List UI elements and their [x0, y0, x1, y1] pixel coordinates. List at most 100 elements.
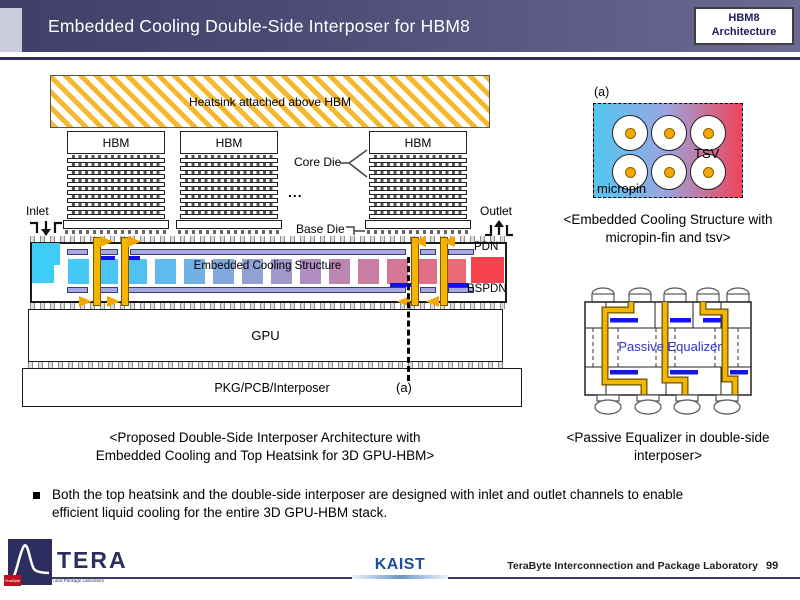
- pdn-bar: [99, 249, 118, 255]
- lab-name: TeraByte Interconnection and Package Lab…: [507, 560, 758, 572]
- cooling-block: [184, 259, 205, 284]
- hbm-label-box: HBM: [180, 131, 278, 154]
- banner-divider: [0, 57, 800, 60]
- inlet-arrow-icon: [30, 221, 62, 236]
- coolant-channel: [440, 237, 448, 306]
- hbm-stack: HBM: [365, 131, 471, 241]
- core-die: [369, 206, 467, 211]
- tera-wordmark: TERA: [57, 547, 128, 573]
- microbump-row: [72, 195, 160, 198]
- flow-arrow: [100, 236, 113, 247]
- tsv-label: TSV: [694, 146, 720, 161]
- core-die: [369, 198, 467, 203]
- base-die: [365, 220, 471, 229]
- ellipsis-label: ...: [288, 184, 303, 200]
- core-die: [180, 158, 278, 163]
- equalizer-bar: [447, 283, 468, 287]
- tsv-dot: [663, 166, 675, 178]
- base-die: [63, 220, 169, 229]
- core-die: [67, 198, 165, 203]
- core-die: [67, 190, 165, 195]
- coolant-channel: [411, 237, 419, 306]
- microbump-row: [72, 171, 160, 174]
- micropin-label: micropin: [597, 181, 647, 196]
- core-die: [369, 182, 467, 187]
- pdn-bar: [67, 249, 88, 255]
- core-die-label: Core Die: [294, 155, 342, 169]
- tsv-dot: [624, 127, 636, 139]
- microbump-row: [185, 163, 273, 166]
- microbump-row: [185, 211, 273, 214]
- core-die: [67, 158, 165, 163]
- core-die: [180, 190, 278, 195]
- cooling-block: [242, 259, 263, 284]
- hbm-stack: HBM: [176, 131, 282, 241]
- microbump-row: [367, 230, 469, 234]
- microbump-row: [374, 179, 462, 182]
- microbump-row: [374, 163, 462, 166]
- inlet-plenum: [32, 265, 54, 283]
- microbump-row: [374, 155, 462, 158]
- flow-arrow: [79, 296, 92, 307]
- core-die: [180, 214, 278, 219]
- core-die: [67, 174, 165, 179]
- core-die: [369, 166, 467, 171]
- core-die: [369, 214, 467, 219]
- microbump-row: [374, 203, 462, 206]
- core-die: [67, 214, 165, 219]
- title-banner: [0, 0, 800, 52]
- coolant-channel: [93, 237, 101, 306]
- microbump-row: [374, 195, 462, 198]
- core-die: [67, 182, 165, 187]
- hbm-label-box: HBM: [67, 131, 165, 154]
- flow-arrow: [107, 296, 120, 307]
- cooling-block: [445, 259, 466, 284]
- pdn-bar: [130, 249, 406, 255]
- flow-arrow: [442, 236, 455, 247]
- tsv-dot: [702, 127, 714, 139]
- microbump-row: [72, 163, 160, 166]
- gpu-box: GPU: [28, 309, 503, 362]
- core-die: [369, 174, 467, 179]
- micropin-fin: [651, 115, 687, 151]
- coolant-channel: [121, 237, 129, 306]
- core-die: [369, 158, 467, 163]
- microbump-row: [72, 203, 160, 206]
- tera-subtext: Interconnection and Package Laboratory: [23, 578, 105, 583]
- section-cut-line: [407, 257, 410, 381]
- banner-accent-square: [0, 8, 22, 52]
- heatsink-label: Heatsink attached above HBM: [188, 94, 352, 109]
- cooling-block: [300, 259, 321, 284]
- microbump-row: [65, 230, 167, 234]
- core-die: [369, 190, 467, 195]
- microbump-row: [72, 211, 160, 214]
- flow-arrow: [413, 236, 426, 247]
- pdn-label: PDN: [474, 241, 499, 253]
- microbump-row: [374, 211, 462, 214]
- microbump-row: [185, 179, 273, 182]
- core-die: [180, 174, 278, 179]
- heatsink-block: Heatsink attached above HBM: [50, 75, 490, 128]
- outlet-label: Outlet: [480, 204, 513, 218]
- tera-redbox: TeraByte: [4, 575, 21, 586]
- micropin-fin: [651, 154, 687, 190]
- cooling-block: [329, 259, 350, 284]
- microbump-row: [178, 230, 280, 234]
- corner-badge: HBM8 Architecture: [694, 7, 794, 45]
- microbump-row: [185, 203, 273, 206]
- cooling-block: [68, 259, 89, 284]
- core-die-brace: [340, 149, 368, 178]
- equalizer-bar: [123, 256, 140, 260]
- microbump-row: [185, 187, 273, 190]
- badge-line1: HBM8: [728, 12, 760, 25]
- bspdn-bar: [67, 287, 88, 293]
- bspdn-bar: [99, 287, 118, 293]
- flow-arrow: [426, 296, 439, 307]
- equalizer-caption: <Passive Equalizer in double-side interp…: [566, 430, 770, 463]
- micropin-caption: <Embedded Cooling Structure with micropi…: [563, 212, 773, 245]
- main-caption: <Proposed Double-Side Interposer Archite…: [95, 430, 435, 463]
- kaist-underline: [352, 575, 448, 579]
- bspdn-bar: [128, 287, 406, 293]
- base-die-label: Base Die: [296, 222, 345, 236]
- micropin-fin: [690, 115, 726, 151]
